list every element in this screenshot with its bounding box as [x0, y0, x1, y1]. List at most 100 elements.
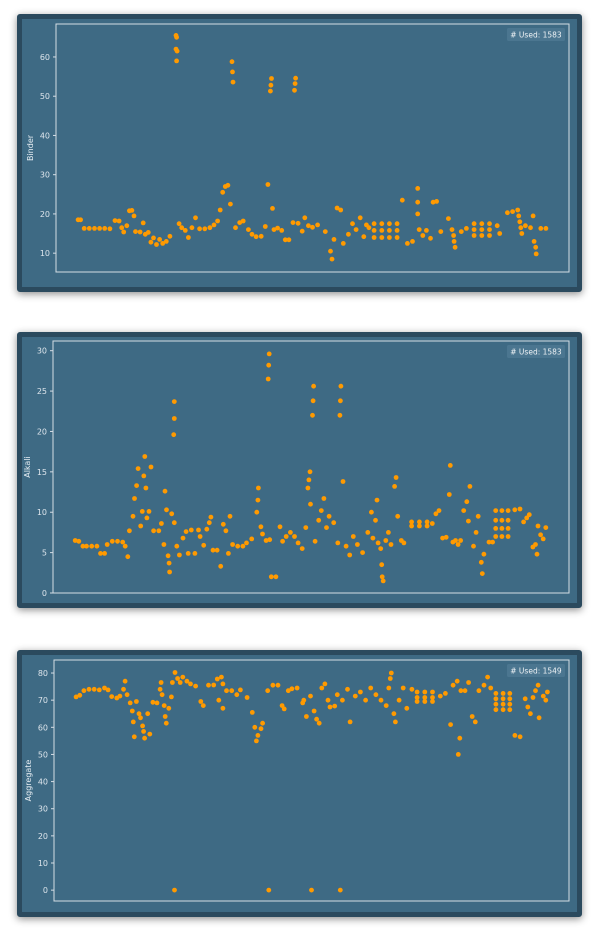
- alkali-data-point: [122, 543, 128, 549]
- alkali-data-point: [526, 512, 532, 518]
- alkali-data-point: [146, 509, 152, 514]
- alkali-data-point: [277, 524, 283, 530]
- binder-data-point: [366, 225, 372, 231]
- binder-data-point: [262, 224, 268, 229]
- aggregate-data-point: [322, 681, 328, 687]
- alkali-data-point: [141, 473, 147, 479]
- aggregate-data-point: [105, 687, 111, 693]
- binder-data-point: [157, 237, 163, 242]
- aggregate-data-point: [500, 707, 506, 713]
- alkali-data-point: [299, 546, 305, 551]
- aggregate-data-point: [396, 697, 402, 703]
- binder-data-point: [410, 239, 415, 244]
- alkali-data-point: [230, 542, 236, 547]
- aggregate-data-point: [131, 734, 137, 740]
- alkali-data-point: [223, 528, 229, 534]
- aggregate-data-point: [145, 711, 151, 717]
- binder-data-point: [145, 230, 151, 235]
- aggregate-data-point: [200, 703, 206, 708]
- aggregate-data-point: [254, 738, 259, 744]
- alkali-data-point: [115, 538, 120, 544]
- aggregate-axes-frame: [53, 659, 570, 902]
- alkali-data-point: [455, 542, 461, 547]
- alkali-data-point: [307, 469, 313, 475]
- binder-data-point: [371, 228, 377, 233]
- aggregate-data-point: [437, 693, 443, 699]
- binder-points: [75, 33, 549, 262]
- alkali-data-point: [109, 538, 115, 544]
- alkali-data-point: [283, 534, 289, 539]
- alkali-data-point: [210, 547, 216, 553]
- alkali-data-point: [370, 535, 376, 541]
- aggregate-data-point: [121, 686, 126, 692]
- alkali-data-point: [144, 515, 150, 521]
- aggregate-data-point: [188, 681, 193, 687]
- aggregate-data-point: [325, 697, 331, 703]
- aggregate-data-point: [258, 726, 264, 732]
- aggregate-data-point: [270, 682, 276, 688]
- alkali-data-point: [521, 519, 526, 525]
- alkali-data-point: [214, 547, 220, 553]
- aggregate-data-point: [430, 699, 435, 704]
- aggregate-data-point: [129, 708, 135, 714]
- alkali-data-point: [395, 513, 401, 519]
- aggregate-data-point: [220, 681, 226, 687]
- aggregate-data-point: [319, 685, 325, 691]
- aggregate-data-point: [340, 697, 345, 703]
- alkali-data-point: [273, 574, 279, 580]
- binder-data-point: [131, 213, 137, 219]
- aggregate-ytick-label: 60: [38, 723, 48, 732]
- binder-data-point: [124, 223, 130, 229]
- binder-data-point: [424, 228, 429, 233]
- binder-data-point: [387, 221, 392, 227]
- aggregate-data-point: [109, 694, 115, 699]
- alkali-data-point: [171, 520, 177, 526]
- alkali-data-point: [305, 485, 311, 491]
- alkali-data-point: [324, 525, 329, 530]
- binder-data-point: [449, 227, 455, 233]
- aggregate-data-point: [347, 719, 353, 725]
- aggregate-data-point: [301, 697, 307, 703]
- aggregate-data-point: [352, 693, 358, 699]
- alkali-data-point: [84, 543, 89, 549]
- binder-data-point: [533, 251, 539, 257]
- binder-data-point: [279, 228, 285, 233]
- alkali-data-point: [167, 569, 173, 575]
- aggregate-data-point: [448, 722, 453, 727]
- aggregate-data-point: [493, 707, 499, 713]
- alkali-data-point: [321, 496, 327, 501]
- aggregate-data-point: [458, 688, 464, 694]
- alkali-data-point: [98, 551, 103, 556]
- binder-data-point: [420, 233, 426, 238]
- binder-data-point: [415, 211, 421, 217]
- alkali-data-point: [267, 537, 273, 543]
- alkali-data-point: [197, 534, 203, 539]
- aggregate-data-point: [422, 699, 428, 704]
- aggregate-data-point: [294, 685, 300, 691]
- alkali-data-point: [417, 519, 422, 525]
- aggregate-legend-text: # Used: 1549: [510, 667, 562, 676]
- binder-data-point: [182, 228, 188, 233]
- binder-data-point: [428, 235, 433, 241]
- aggregate-data-point: [260, 720, 265, 726]
- alkali-ytick-label: 5: [42, 549, 47, 558]
- binder-data-point: [151, 235, 156, 241]
- binder-data-point: [306, 223, 311, 229]
- alkali-data-point: [183, 529, 189, 534]
- alkali-data-point: [201, 542, 207, 548]
- aggregate-data-point: [244, 695, 250, 700]
- binder-data-point: [357, 215, 363, 221]
- binder-data-point: [78, 217, 83, 223]
- alkali-data-point: [365, 530, 371, 535]
- binder-axes-frame: [55, 23, 570, 273]
- alkali-data-point: [429, 521, 435, 526]
- aggregate-data-point: [169, 694, 174, 700]
- aggregate-plot: 0 10 20 30 40 50 60 70 80 Aggregate # Used: 1549: [24, 659, 570, 902]
- aggregate-data-point: [289, 686, 295, 692]
- binder-data-point: [160, 241, 166, 246]
- alkali-data-point: [126, 528, 132, 534]
- binder-data-point: [387, 235, 392, 240]
- aggregate-data-point: [175, 676, 181, 681]
- binder-data-point: [353, 227, 359, 233]
- aggregate-data-point: [525, 704, 531, 710]
